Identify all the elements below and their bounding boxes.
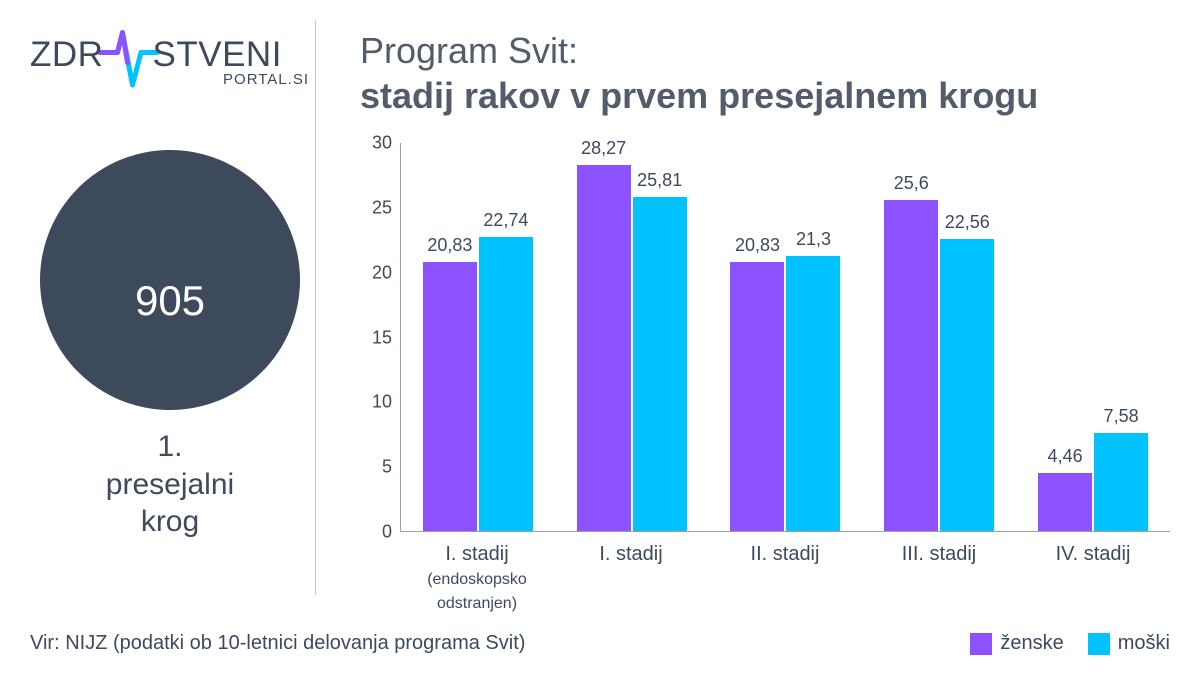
x-axis-label: I. stadij: [554, 542, 708, 614]
x-axis-label: I. stadij(endoskopsko odstranjen): [400, 542, 554, 614]
vertical-divider: [315, 20, 316, 595]
plot-area: 20,8322,7428,2725,8120,8321,325,622,564,…: [400, 143, 1170, 532]
bar-value-label: 28,27: [581, 138, 626, 159]
logo: ZDR STVENI PORTAL.SI: [30, 25, 310, 95]
top-row: ZDR STVENI PORTAL.SI 905 1. presejalni k…: [20, 20, 1170, 614]
bar-female: 25,6: [884, 200, 938, 531]
title-line2: stadij rakov v prvem presejalnem krogu: [360, 75, 1038, 116]
bar-male: 22,56: [940, 239, 994, 531]
circle-stat: 905: [40, 150, 300, 410]
bar-group: 28,2725,81: [555, 143, 709, 531]
y-tick-label: 25: [372, 197, 392, 218]
logo-svg: ZDR STVENI PORTAL.SI: [30, 25, 310, 95]
bar-group: 4,467,58: [1016, 143, 1170, 531]
legend-swatch: [1088, 633, 1110, 655]
bar-value-label: 25,6: [894, 173, 929, 194]
legend-label: moški: [1118, 632, 1170, 655]
bar-value-label: 4,46: [1048, 446, 1083, 467]
bar-value-label: 20,83: [427, 235, 472, 256]
source-text: Vir: NIJZ (podatki ob 10-letnici delovan…: [30, 632, 525, 655]
bar-value-label: 7,58: [1104, 406, 1139, 427]
bar-group: 20,8321,3: [709, 143, 863, 531]
title-line1: Program Svit:: [360, 30, 578, 71]
bar-female: 4,46: [1038, 473, 1092, 531]
y-tick-label: 30: [372, 133, 392, 154]
bar-value-label: 20,83: [735, 235, 780, 256]
circle-caption-l2: presejalni: [106, 468, 234, 501]
y-tick-label: 5: [382, 457, 392, 478]
x-axis-label: III. stadij: [862, 542, 1016, 614]
logo-subtext: PORTAL.SI: [223, 71, 309, 88]
y-axis: 051015202530: [360, 143, 400, 532]
circle-caption: 1. presejalni krog: [106, 428, 234, 541]
x-axis-label: IV. stadij: [1016, 542, 1170, 614]
y-tick-label: 0: [382, 522, 392, 543]
y-tick-label: 20: [372, 262, 392, 283]
bar-value-label: 22,56: [945, 212, 990, 233]
heartbeat-purple-icon: [100, 33, 128, 63]
bar-male: 21,3: [786, 256, 840, 531]
bar-female: 28,27: [577, 165, 631, 531]
bar-female: 20,83: [423, 262, 477, 531]
bar-value-label: 22,74: [483, 210, 528, 231]
bar-male: 22,74: [479, 237, 533, 531]
y-tick-label: 15: [372, 327, 392, 348]
legend-label: ženske: [1000, 632, 1063, 655]
circle-value: 905: [135, 277, 205, 325]
legend-item-female: ženske: [970, 632, 1063, 655]
page-title: Program Svit: stadij rakov v prvem prese…: [360, 28, 1170, 118]
footer: Vir: NIJZ (podatki ob 10-letnici delovan…: [20, 632, 1170, 655]
legend: ženske moški: [970, 632, 1170, 655]
svg-text:ZDR: ZDR: [30, 35, 103, 74]
legend-item-male: moški: [1088, 632, 1170, 655]
bar-chart: 051015202530 20,8322,7428,2725,8120,8321…: [360, 143, 1170, 532]
bar-value-label: 21,3: [796, 229, 831, 250]
bar-group: 20,8322,74: [401, 143, 555, 531]
bar-male: 25,81: [633, 197, 687, 531]
legend-swatch: [970, 633, 992, 655]
infographic-container: ZDR STVENI PORTAL.SI 905 1. presejalni k…: [0, 0, 1200, 675]
y-tick-label: 10: [372, 392, 392, 413]
x-axis-label: II. stadij: [708, 542, 862, 614]
svg-text:STVENI: STVENI: [153, 35, 282, 74]
left-column: ZDR STVENI PORTAL.SI 905 1. presejalni k…: [20, 20, 320, 614]
bar-group: 25,622,56: [862, 143, 1016, 531]
bar-male: 7,58: [1094, 433, 1148, 531]
bar-value-label: 25,81: [637, 170, 682, 191]
x-axis-labels: I. stadij(endoskopsko odstranjen)I. stad…: [400, 542, 1170, 614]
bar-female: 20,83: [730, 262, 784, 531]
right-column: Program Svit: stadij rakov v prvem prese…: [320, 20, 1170, 614]
circle-caption-l3: krog: [141, 505, 199, 538]
circle-caption-l1: 1.: [157, 430, 182, 463]
bar-groups: 20,8322,7428,2725,8120,8321,325,622,564,…: [401, 143, 1170, 531]
